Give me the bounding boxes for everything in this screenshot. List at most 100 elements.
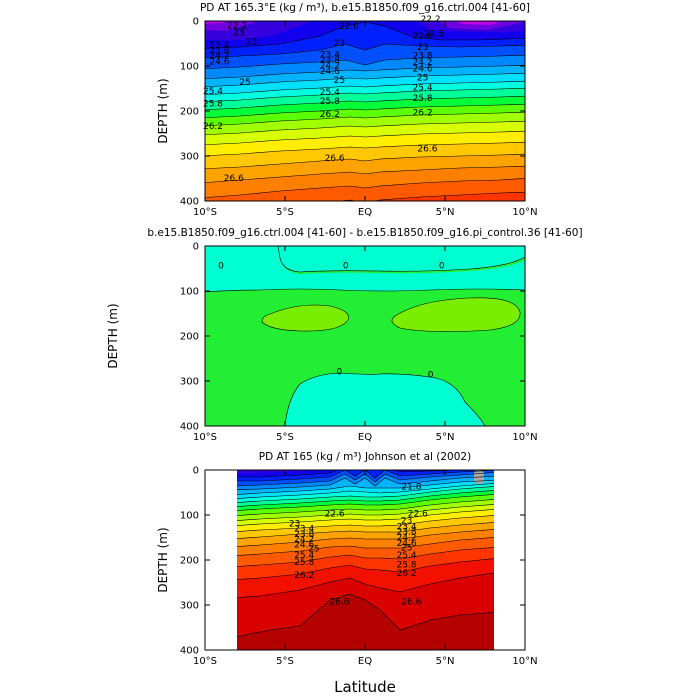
contour-label: 23.8	[413, 52, 433, 62]
contour-label: 23	[289, 520, 300, 530]
contour-label: 23	[401, 516, 412, 526]
y-tick-label: 300	[180, 152, 199, 163]
contour-label: 23.8	[397, 528, 417, 538]
contour-label: 22.6	[325, 510, 345, 520]
contour-label: 25.8	[397, 561, 417, 571]
contour-label: 26.6	[417, 144, 437, 154]
y-tick-label: 100	[180, 62, 199, 73]
panel2-contour-fill	[205, 246, 525, 426]
contour-label: 23	[233, 28, 244, 38]
contour-label: 25	[401, 543, 412, 553]
panel-observed-density: PD AT 165 (kg / m³) Johnson et al (2002)	[156, 451, 538, 667]
contour-label: 26.6	[224, 174, 244, 184]
y-tick-label: 400	[180, 197, 199, 208]
contour-label: 26.6	[401, 597, 421, 607]
y-tick-label: 100	[180, 287, 199, 298]
contour-label: 23	[417, 43, 428, 53]
panel3-contour-labels: 21.822.6 22.623 2323.423.824.224.623.423.8…	[289, 483, 428, 608]
contour-label: 25.4	[413, 84, 433, 94]
contour-label: 0	[218, 261, 224, 271]
y-tick-label: 300	[180, 377, 199, 388]
contour-label: 24.6	[294, 540, 314, 550]
contour-label: 22.6	[424, 30, 444, 40]
x-tick-label: EQ	[358, 207, 372, 218]
contour-label: 25	[239, 78, 250, 88]
contour-label: 24.6	[320, 67, 340, 77]
panel-model-density: PD AT 165.3°E (kg / m³), b.e15.B1850.f09…	[156, 2, 538, 219]
y-tick-label: 200	[180, 556, 199, 567]
panel3-y-axis-label: DEPTH (m)	[156, 527, 170, 592]
contour-label: 23.4	[397, 523, 417, 533]
contour-label: 23.8	[209, 46, 229, 56]
x-tick-label: 5°N	[436, 207, 455, 218]
x-tick-label: EQ	[358, 656, 372, 667]
y-tick-label: 400	[180, 646, 199, 657]
panel3-axes: 10°S 5°S EQ 5°N 10°N 0 100 200 300 400	[180, 466, 538, 668]
contour-label: 22.6	[408, 510, 428, 520]
contour-label: 25	[308, 544, 319, 554]
panel2-axes: 10°S 5°S EQ 5°N 10°N 0 100 200 300 400	[180, 242, 538, 444]
x-tick-label: 10°N	[512, 656, 537, 667]
contour-label: 24.2	[413, 58, 433, 68]
y-tick-label: 100	[180, 511, 199, 522]
contour-label: 25.4	[203, 87, 223, 97]
x-tick-label: 5°N	[436, 432, 455, 443]
contour-label: 26.2	[320, 110, 340, 120]
contour-label: 25.8	[294, 558, 314, 568]
y-tick-label: 200	[180, 107, 199, 118]
contour-label: 23.4	[294, 525, 314, 535]
x-tick-label: 10°S	[193, 432, 217, 443]
contour-label: 0	[428, 371, 434, 381]
y-tick-label: 0	[193, 17, 199, 28]
x-axis-label: Latitude	[334, 678, 396, 696]
contour-label: 0	[439, 261, 445, 271]
panel1-contour-fill	[205, 21, 525, 201]
contour-label: 23	[334, 39, 345, 49]
contour-label: 24.6	[413, 64, 433, 74]
contour-label: 24.2	[294, 535, 314, 545]
y-tick-label: 200	[180, 332, 199, 343]
contour-label: 23.4	[209, 41, 229, 51]
x-tick-label: 5°S	[276, 432, 294, 443]
contour-label: 22.2	[421, 15, 441, 25]
panel2-y-axis-label: DEPTH (m)	[106, 303, 120, 368]
contour-label: 25.4	[320, 88, 340, 98]
y-tick-label: 300	[180, 601, 199, 612]
panel2-title: b.e15.B1850.f09_g16.ctrl.004 [41-60] - b…	[147, 227, 582, 239]
x-tick-label: 5°N	[436, 656, 455, 667]
contour-label: 24.2	[397, 534, 417, 544]
contour-label: 23.8	[320, 56, 340, 66]
contour-label: 0	[337, 368, 343, 378]
x-tick-label: 5°S	[276, 656, 294, 667]
contour-label: 26.6	[325, 154, 345, 164]
contour-label: 25.8	[203, 99, 223, 109]
panel3-title: PD AT 165 (kg / m³) Johnson et al (2002)	[259, 451, 471, 463]
contour-label: 25.8	[413, 94, 433, 104]
contour-label: 24.6	[209, 58, 229, 68]
panel3-contour-fill	[237, 470, 494, 650]
x-tick-label: EQ	[358, 432, 372, 443]
contour-label: 21.8	[401, 483, 421, 493]
x-tick-label: 5°S	[276, 207, 294, 218]
panel1-axes: 10°S 5°S EQ 5°N 10°N 0 100 200 300 400	[180, 17, 538, 219]
contour-label: 26.6	[329, 597, 349, 607]
contour-label: 25.4	[397, 551, 417, 561]
contour-label: 22.2	[227, 22, 247, 32]
contour-label: 26.2	[413, 108, 433, 118]
y-tick-label: 0	[193, 466, 199, 477]
contour-label: 24.2	[209, 52, 229, 62]
contour-label: 24.2	[320, 62, 340, 72]
contour-label: 26.2	[397, 569, 417, 579]
contour-label: 25.8	[320, 97, 340, 107]
x-tick-label: 10°N	[512, 432, 537, 443]
contour-label: 23	[246, 37, 257, 47]
contour-label: 26.2	[294, 571, 314, 581]
panel1-title: PD AT 165.3°E (kg / m³), b.e15.B1850.f09…	[200, 2, 530, 14]
contour-label: 25	[334, 76, 345, 86]
panel2-contour-labels: 0 0 0 0 0	[218, 261, 445, 380]
contour-label: 0	[343, 261, 349, 271]
x-tick-label: 10°S	[193, 656, 217, 667]
contour-label: 22.6	[339, 22, 359, 32]
